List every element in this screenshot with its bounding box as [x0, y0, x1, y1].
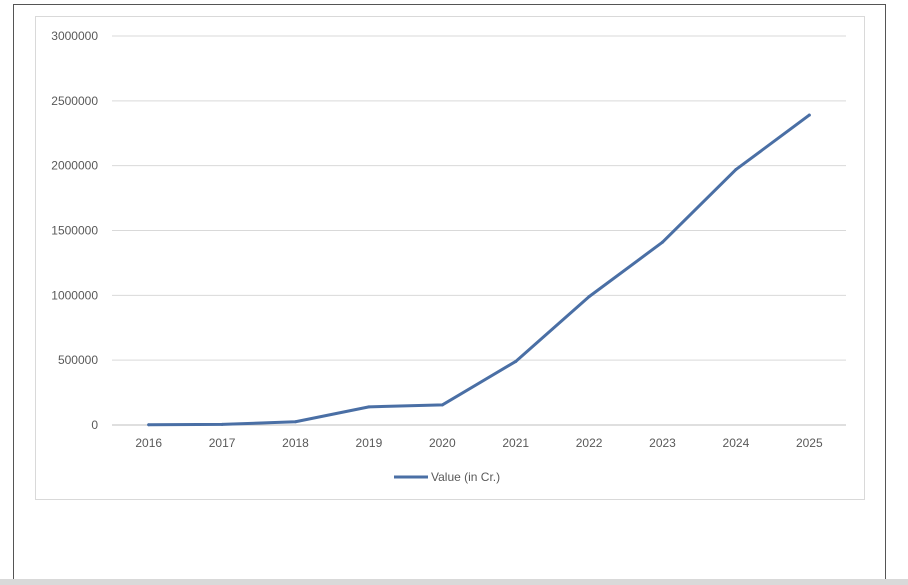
- y-tick-label: 2000000: [51, 159, 98, 173]
- data-point: [734, 168, 738, 172]
- x-tick-label: 2019: [356, 436, 383, 450]
- x-tick-label: 2017: [209, 436, 236, 450]
- y-tick-label: 2500000: [51, 94, 98, 108]
- x-tick-label: 2022: [576, 436, 603, 450]
- legend-label: Value (in Cr.): [431, 470, 500, 484]
- data-point: [440, 403, 444, 407]
- y-axis-ticks: 0 500000 1000000 1500000 2000000 2500000 30000…: [51, 29, 98, 432]
- data-point: [367, 405, 371, 409]
- y-tick-label: 1500000: [51, 224, 98, 238]
- x-tick-label: 2025: [796, 436, 823, 450]
- data-point: [661, 240, 664, 244]
- series-lines: [147, 113, 811, 427]
- gridlines: [112, 35, 846, 426]
- x-axis-ticks: 2016 2017 2018 2019 2020 2021 2022 2023 2024 2025: [135, 436, 823, 450]
- data-point: [147, 423, 151, 427]
- data-point: [587, 295, 591, 299]
- y-tick-label: 500000: [58, 353, 98, 367]
- page-bottom-edge: [0, 579, 908, 585]
- y-tick-label: 0: [91, 418, 98, 432]
- series-line: [147, 113, 811, 427]
- x-tick-label: 2016: [135, 436, 162, 450]
- x-tick-label: 2018: [282, 436, 309, 450]
- legend: Value (in Cr.): [394, 470, 500, 484]
- data-point: [220, 422, 224, 426]
- x-tick-label: 2023: [649, 436, 676, 450]
- data-point: [294, 420, 297, 424]
- data-point: [807, 113, 811, 117]
- y-tick-label: 3000000: [51, 29, 98, 43]
- x-tick-label: 2020: [429, 436, 456, 450]
- chart-area: [35, 16, 865, 500]
- y-tick-label: 1000000: [51, 288, 98, 302]
- x-tick-label: 2021: [502, 436, 529, 450]
- data-point: [514, 359, 518, 363]
- x-tick-label: 2024: [723, 436, 750, 450]
